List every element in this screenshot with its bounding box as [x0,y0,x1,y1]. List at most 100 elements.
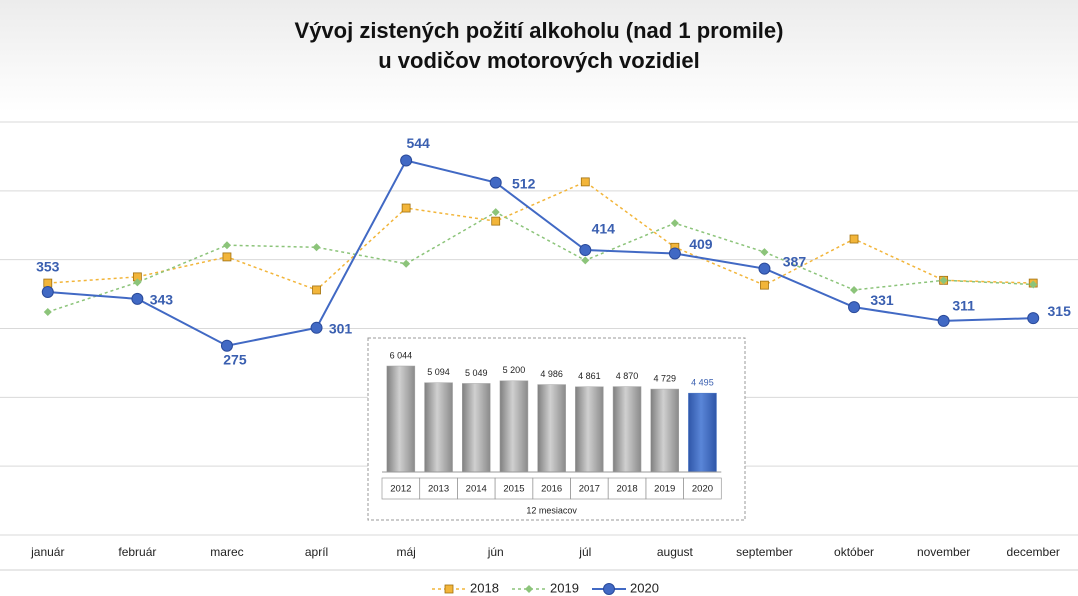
x-tick-label: júl [578,545,591,559]
data-label: 343 [150,292,174,308]
point [581,256,590,265]
data-label: 414 [592,221,616,237]
point [222,252,232,262]
point [1027,312,1040,325]
x-tick-label: december [1007,545,1060,559]
x-tick-label: marec [210,545,243,559]
point [401,203,411,213]
x-tick-label: november [917,545,970,559]
point [400,154,413,167]
bar [386,365,416,473]
series-line [47,211,1034,313]
bar [612,386,642,473]
data-label: 387 [783,253,807,269]
line-plot: január február marec apríl máj jún júl august se… [0,121,1078,571]
x-tick-label: január [30,545,64,559]
legend-marker [525,585,533,593]
x-tick-label: 2019 [654,484,675,495]
legend-marker [603,583,615,595]
x-tick-label: 2016 [541,484,562,495]
x-tick-label: apríl [305,545,328,559]
point [1029,280,1038,289]
title-line: Vývoj zistených požití alkoholu (nad 1 p… [295,18,784,43]
x-tick-label: október [834,545,874,559]
data-label: 512 [512,175,536,191]
point [670,219,679,228]
data-label: 353 [36,259,60,275]
point [760,248,769,257]
x-tick-label: február [118,545,156,559]
header-band [0,0,1078,112]
legend-label: 2020 [630,580,659,595]
bar-value-label: 4 870 [616,371,639,381]
title-line: u vodičov motorových vozidiel [378,48,700,73]
x-tick-label: 2020 [692,484,713,495]
point [579,244,592,257]
x-tick-label: jún [487,545,504,559]
point [43,278,53,288]
legend-label: 2018 [470,580,499,595]
bar [688,392,717,473]
bar [424,382,453,473]
point [850,285,859,294]
x-tick-label: 2013 [428,484,449,495]
x-tick-label: 2012 [390,484,411,495]
bar [575,386,604,473]
data-label: 331 [870,292,894,308]
point [402,259,411,268]
point [133,278,142,287]
x-tick-label: 2018 [616,484,637,495]
point [312,285,321,295]
legend-label: 2019 [550,580,579,595]
bar-value-label: 6 044 [390,350,413,360]
x-tick-label: máj [396,545,415,559]
legend-marker [444,584,454,594]
bar-value-label: 5 094 [427,367,450,377]
series-line [47,159,1034,347]
point [491,208,500,217]
point [939,276,948,285]
bar [462,383,491,473]
x-tick-label: september [736,545,793,559]
point [849,234,859,244]
point [489,176,502,189]
data-label: 301 [329,321,353,337]
data-label: 275 [223,351,247,367]
bar-value-label: 4 861 [578,371,601,381]
bar [537,384,566,473]
point [491,216,501,226]
x-tick-label: 2017 [579,484,600,495]
data-label: 544 [406,135,430,151]
legend: 2018 2019 2020 [432,580,659,595]
point [41,286,54,299]
point [758,262,771,275]
bar-value-label: 5 200 [503,365,526,375]
bar-value-label: 4 986 [540,369,563,379]
bar-value-label: 4 729 [653,373,676,383]
data-label: 315 [1048,303,1072,319]
year-cell [683,477,722,500]
bar [650,388,679,473]
x-tick-label: august [657,545,694,559]
point [312,243,321,252]
x-tick-label: 2014 [466,484,487,495]
data-label: 311 [952,298,975,314]
point [222,241,231,250]
point [43,307,52,316]
point [131,292,144,305]
point [668,247,681,260]
point [760,280,769,290]
data-label: 409 [689,236,713,252]
bar-value-label: 4 495 [691,378,714,388]
point [220,339,233,352]
point [848,301,861,314]
bar-value-label: 5 049 [465,368,488,378]
x-tick-label: 2015 [503,484,524,495]
point [310,321,323,334]
inset-chart: 6 044 2012 5 094 2013 5 049 2014 5 200 2015 4 98… [367,337,746,521]
bar [499,380,529,473]
series-line [47,181,1034,291]
point [937,314,950,327]
x-axis-label: 12 mesiacov [526,505,577,515]
